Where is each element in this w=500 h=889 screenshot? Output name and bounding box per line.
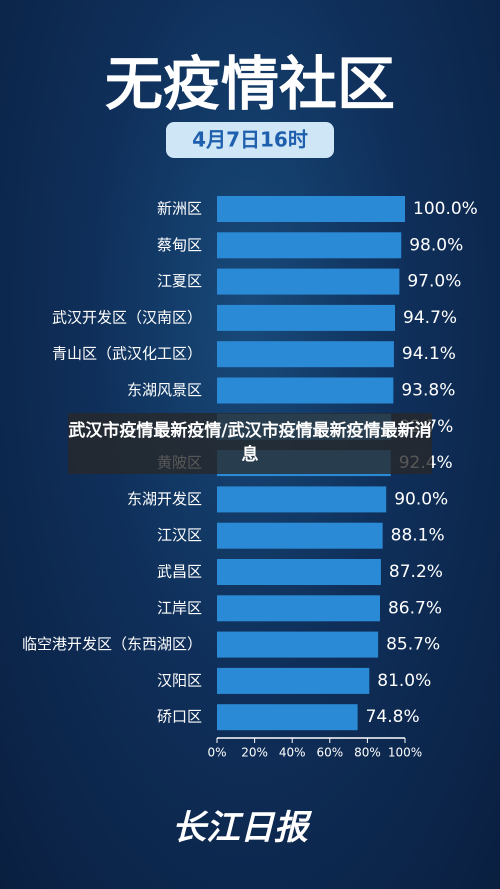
x-tick-label: 80% bbox=[354, 746, 381, 760]
chart-title: 无疫情社区 bbox=[105, 50, 395, 118]
category-label: 武汉开发区（汉南区） bbox=[52, 308, 202, 326]
caption: 武汉市疫情最新疫情/武汉市疫情最新疫情最新消息 bbox=[68, 413, 432, 474]
value-label: 74.8% bbox=[366, 707, 420, 727]
bar bbox=[217, 704, 358, 731]
category-label: 硚口区 bbox=[157, 708, 202, 726]
category-label: 临空港开发区（东西湖区） bbox=[22, 635, 202, 653]
value-label: 94.7% bbox=[403, 308, 457, 328]
bar bbox=[217, 377, 394, 404]
value-label: 85.7% bbox=[386, 635, 440, 655]
category-label: 江夏区 bbox=[157, 272, 202, 290]
bar bbox=[217, 667, 370, 694]
value-label: 94.1% bbox=[402, 344, 456, 364]
value-label: 97.0% bbox=[407, 272, 461, 292]
category-label: 汉阳区 bbox=[157, 671, 202, 689]
bar bbox=[217, 595, 380, 622]
value-label: 81.0% bbox=[377, 671, 431, 691]
bar bbox=[217, 486, 387, 513]
category-label: 东湖开发区 bbox=[127, 490, 202, 508]
category-label: 新洲区 bbox=[157, 200, 202, 218]
bar bbox=[217, 631, 379, 658]
x-tick-label: 20% bbox=[241, 746, 268, 760]
category-label: 江汉区 bbox=[157, 526, 202, 544]
category-label: 武昌区 bbox=[157, 563, 202, 581]
value-label: 93.8% bbox=[401, 381, 455, 401]
bar bbox=[217, 559, 381, 585]
value-label: 88.1% bbox=[391, 526, 445, 546]
bar bbox=[217, 232, 402, 259]
value-label: 90.0% bbox=[394, 489, 448, 509]
category-label: 江岸区 bbox=[157, 599, 202, 617]
bar bbox=[217, 196, 405, 222]
category-label: 东湖风景区 bbox=[127, 381, 202, 399]
category-label: 青山区（武汉化工区） bbox=[52, 345, 202, 363]
bar bbox=[217, 304, 396, 331]
value-label: 98.0% bbox=[409, 235, 463, 255]
category-label: 蔡甸区 bbox=[157, 236, 202, 254]
value-label: 87.2% bbox=[389, 562, 443, 582]
value-label: 100.0% bbox=[413, 199, 478, 219]
logo: 长江日报 bbox=[172, 808, 313, 848]
value-label: 86.7% bbox=[388, 598, 442, 618]
x-tick-label: 100% bbox=[388, 746, 422, 760]
bar bbox=[217, 341, 394, 368]
x-tick-label: 60% bbox=[316, 746, 343, 760]
x-tick-label: 40% bbox=[279, 746, 306, 760]
subtitle-box bbox=[166, 122, 334, 158]
bar bbox=[217, 522, 383, 549]
x-tick-label: 0% bbox=[207, 746, 226, 760]
bar bbox=[217, 268, 400, 295]
subtitle: 4月7日16时 bbox=[192, 128, 308, 152]
